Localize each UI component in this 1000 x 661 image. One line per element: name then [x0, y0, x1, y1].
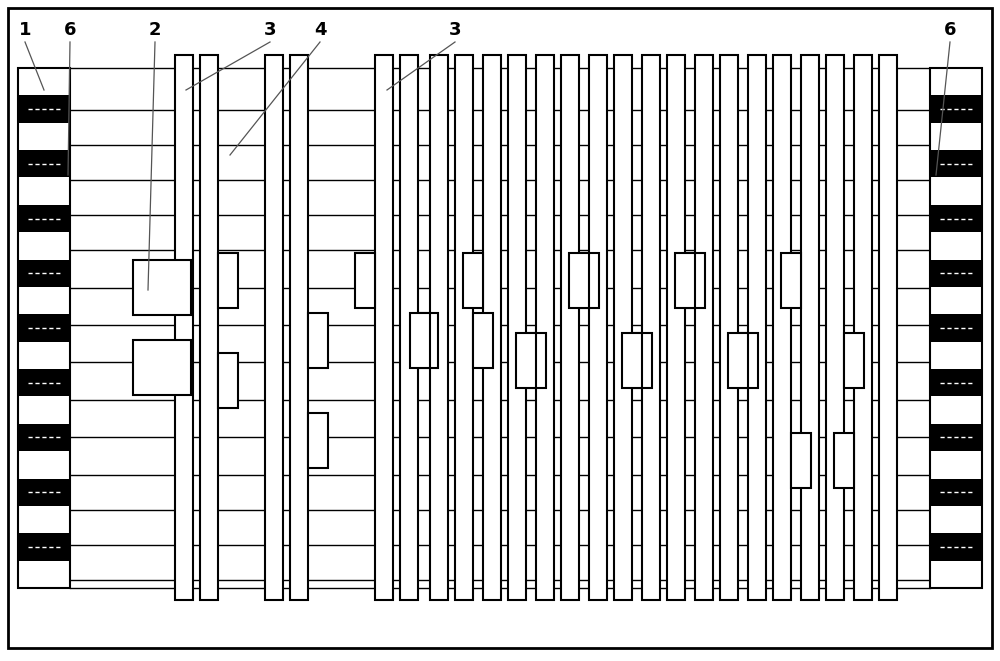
Bar [728, 332, 748, 387]
Bar [931, 150, 981, 177]
Bar [622, 332, 642, 387]
Text: 3: 3 [264, 21, 276, 39]
Bar [290, 55, 308, 600]
Bar [536, 55, 554, 600]
Bar [410, 313, 430, 368]
Bar [791, 432, 811, 488]
Bar [667, 55, 685, 600]
Bar [614, 55, 632, 600]
Bar [685, 253, 705, 307]
Bar [526, 332, 546, 387]
Bar [19, 260, 69, 287]
Bar [589, 55, 607, 600]
Bar [19, 479, 69, 506]
Bar [19, 533, 69, 561]
Bar [931, 95, 981, 123]
Bar [801, 55, 819, 600]
Bar [508, 55, 526, 600]
Bar [931, 369, 981, 397]
Bar [19, 315, 69, 342]
Text: 6: 6 [64, 21, 76, 39]
Bar [675, 253, 695, 307]
Bar [400, 55, 418, 600]
Bar [18, 68, 70, 588]
Bar [430, 55, 448, 600]
Bar [738, 332, 758, 387]
Bar [463, 253, 483, 307]
Bar [473, 313, 493, 368]
Bar [931, 260, 981, 287]
Bar [826, 55, 844, 600]
Bar [200, 55, 218, 600]
Bar [854, 55, 872, 600]
Bar [561, 55, 579, 600]
Text: 4: 4 [314, 21, 326, 39]
Bar [720, 55, 738, 600]
Bar [19, 424, 69, 451]
Bar [844, 332, 864, 387]
Bar [308, 412, 328, 467]
Bar [931, 533, 981, 561]
Bar [632, 332, 652, 387]
Bar [218, 253, 238, 307]
Bar [579, 253, 599, 307]
Bar [834, 432, 854, 488]
Bar [418, 313, 438, 368]
Bar [19, 150, 69, 177]
Bar [931, 315, 981, 342]
Bar [19, 205, 69, 232]
Bar [308, 313, 328, 368]
Bar [931, 205, 981, 232]
Text: 2: 2 [149, 21, 161, 39]
Bar [931, 479, 981, 506]
Bar [748, 55, 766, 600]
Bar [19, 369, 69, 397]
Bar [931, 424, 981, 451]
Bar [569, 253, 589, 307]
Bar [879, 55, 897, 600]
Bar [483, 55, 501, 600]
Bar [175, 55, 193, 600]
Bar [133, 260, 191, 315]
Bar [455, 55, 473, 600]
Text: 6: 6 [944, 21, 956, 39]
Bar [375, 55, 393, 600]
Bar [781, 253, 801, 307]
Bar [930, 68, 982, 588]
Bar [19, 95, 69, 123]
Bar [218, 352, 238, 407]
Text: 1: 1 [19, 21, 31, 39]
Bar [355, 253, 375, 307]
Bar [516, 332, 536, 387]
Text: 3: 3 [449, 21, 461, 39]
Bar [133, 340, 191, 395]
Bar [265, 55, 283, 600]
Bar [695, 55, 713, 600]
Bar [773, 55, 791, 600]
Bar [642, 55, 660, 600]
